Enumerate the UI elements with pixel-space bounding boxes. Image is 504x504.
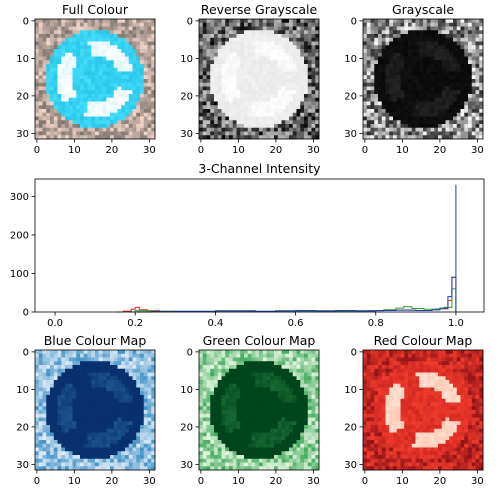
y-tick-label: 200	[10, 230, 29, 241]
x-tick-label: 0.8	[368, 318, 384, 329]
x-tick-label: 0	[362, 145, 368, 156]
x-tick-label: 0.4	[207, 318, 223, 329]
y-tick-label: 10	[180, 385, 193, 396]
image-panel-gray: Grayscale 0 10 20 30 0 10 20 30	[344, 2, 483, 156]
y-tick-label: 100	[10, 269, 29, 280]
y-tick-label: 10	[16, 385, 29, 396]
x-tick-label: 20	[270, 145, 283, 156]
y-tick-label: 0	[23, 308, 29, 319]
x-tick-label: 0	[198, 476, 204, 487]
x-tick-label: 0	[34, 145, 40, 156]
image-panel-greens: Green Colour Map 0 10 20 30 0 10 20 30	[180, 333, 319, 487]
y-tick-label: 0	[23, 16, 29, 27]
image-panel-gray-r: Reverse Grayscale 0 10 20 30 0 10 20 30	[180, 2, 319, 156]
x-tick-label: 10	[396, 145, 409, 156]
image-panel-blues: Blue Colour Map 0 10 20 30 0 10 20 30	[16, 333, 155, 487]
x-tick-label: 1.0	[448, 318, 464, 329]
image-pixels	[199, 350, 319, 470]
x-tick-label: 10	[68, 476, 81, 487]
y-tick-label: 20	[16, 91, 29, 102]
image-pixels	[363, 19, 483, 139]
image-panel-reds: Red Colour Map 0 10 20 30 0 10 20 30	[344, 333, 483, 487]
y-tick-label: 10	[16, 54, 29, 65]
panel-title: Blue Colour Map	[44, 333, 147, 348]
x-tick-label: 0	[198, 145, 204, 156]
y-tick-label: 0	[187, 347, 193, 358]
image-pixels	[35, 19, 155, 139]
y-tick-label: 0	[23, 347, 29, 358]
y-tick-label: 20	[16, 422, 29, 433]
y-tick-label: 20	[180, 91, 193, 102]
y-tick-label: 300	[10, 192, 29, 203]
x-tick-label: 20	[434, 145, 447, 156]
x-tick-label: 0.2	[127, 318, 143, 329]
panel-title: Grayscale	[392, 2, 454, 17]
x-tick-label: 20	[434, 476, 447, 487]
y-tick-label: 0	[351, 16, 357, 27]
y-tick-label: 30	[16, 460, 29, 471]
y-tick-label: 30	[344, 129, 357, 140]
series-blue	[135, 185, 456, 312]
panel-title: Red Colour Map	[374, 333, 473, 348]
y-tick-label: 30	[180, 129, 193, 140]
y-tick-label: 0	[351, 347, 357, 358]
panel-title: Full Colour	[62, 2, 129, 17]
x-tick-label: 10	[232, 145, 245, 156]
x-tick-label: 20	[106, 145, 119, 156]
x-tick-label: 30	[143, 476, 156, 487]
series-green	[127, 289, 456, 312]
y-tick-label: 0	[187, 16, 193, 27]
x-tick-label: 30	[471, 145, 484, 156]
x-tick-label: 0.0	[47, 318, 63, 329]
y-tick-label: 20	[344, 422, 357, 433]
y-tick-label: 30	[344, 460, 357, 471]
x-tick-label: 20	[270, 476, 283, 487]
y-tick-label: 20	[180, 422, 193, 433]
y-tick-label: 10	[180, 54, 193, 65]
x-tick-label: 10	[68, 145, 81, 156]
y-tick-label: 10	[344, 54, 357, 65]
x-tick-label: 30	[307, 476, 320, 487]
image-pixels	[35, 350, 155, 470]
y-tick-label: 10	[344, 385, 357, 396]
x-tick-label: 10	[232, 476, 245, 487]
image-pixels	[363, 350, 483, 470]
panel-title: Reverse Grayscale	[201, 2, 318, 17]
y-tick-label: 30	[180, 460, 193, 471]
y-tick-label: 30	[16, 129, 29, 140]
histogram-panel: 3-Channel Intensity 0.0 0.2 0.4 0.6 0.8 1.0 0 10…	[10, 161, 484, 329]
x-tick-label: 30	[307, 145, 320, 156]
histogram-title: 3-Channel Intensity	[198, 161, 321, 176]
x-tick-label: 0.6	[288, 318, 304, 329]
x-tick-label: 0	[362, 476, 368, 487]
x-tick-label: 20	[106, 476, 119, 487]
x-tick-label: 0	[34, 476, 40, 487]
y-tick-label: 20	[344, 91, 357, 102]
image-pixels	[199, 19, 319, 139]
panel-title: Green Colour Map	[203, 333, 316, 348]
x-tick-label: 10	[396, 476, 409, 487]
axes-frame	[35, 179, 484, 312]
x-tick-label: 30	[471, 476, 484, 487]
x-tick-label: 30	[143, 145, 156, 156]
image-panel-rgb: Full Colour 0 10 20 30 0 10 20 30	[16, 2, 155, 156]
